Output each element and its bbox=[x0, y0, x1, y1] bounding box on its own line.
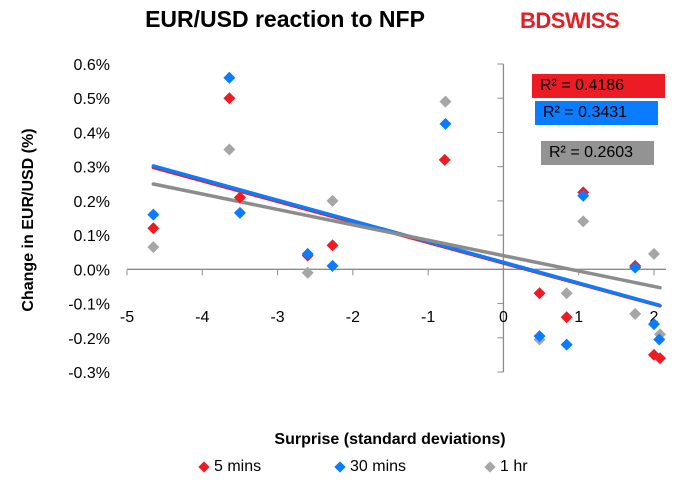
data-point-5mins bbox=[533, 287, 546, 300]
legend-label: 5 mins bbox=[214, 458, 262, 475]
data-point-30mins bbox=[301, 247, 314, 260]
y-tick-label: -0.3% bbox=[68, 365, 110, 382]
data-point-5mins bbox=[223, 92, 236, 105]
x-tick-label: -3 bbox=[270, 309, 284, 326]
x-tick-label: -2 bbox=[346, 309, 360, 326]
data-point-1hr bbox=[223, 143, 236, 156]
data-point-5mins bbox=[233, 191, 246, 204]
data-point-30mins bbox=[577, 189, 590, 202]
data-point-30mins bbox=[653, 333, 666, 346]
x-tick-label: 1 bbox=[574, 309, 583, 326]
data-point-1hr bbox=[326, 194, 339, 207]
data-point-1hr bbox=[648, 247, 660, 260]
r2-label-5mins: R² = 0.4186 bbox=[532, 74, 665, 98]
data-point-30mins bbox=[560, 338, 573, 351]
data-point-30mins bbox=[326, 259, 339, 272]
data-point-5mins bbox=[147, 222, 160, 235]
x-axis-label: Surprise (standard deviations) bbox=[274, 431, 505, 448]
data-point-30mins bbox=[233, 206, 246, 219]
data-point-1hr bbox=[560, 287, 573, 300]
data-point-30mins bbox=[648, 318, 660, 331]
y-tick-label: -0.1% bbox=[68, 297, 110, 314]
legend-1hr: 1 hr bbox=[484, 458, 528, 476]
data-point-30mins bbox=[147, 208, 160, 221]
legend-marker-icon bbox=[198, 461, 210, 473]
y-tick-label: 0.1% bbox=[74, 228, 110, 245]
y-tick-label: 0.0% bbox=[74, 262, 110, 279]
data-point-30mins bbox=[629, 261, 642, 274]
chart-title: EUR/USD reaction to NFP bbox=[145, 6, 425, 32]
legend-label: 1 hr bbox=[500, 458, 528, 475]
r2-label-30mins: R² = 0.3431 bbox=[535, 101, 658, 125]
data-point-5mins bbox=[326, 239, 339, 252]
legend-label: 30 mins bbox=[350, 458, 407, 475]
legend-marker-icon bbox=[334, 461, 346, 473]
legend-30mins: 30 mins bbox=[334, 458, 407, 476]
data-point-1hr bbox=[577, 215, 590, 228]
data-point-30mins bbox=[223, 71, 236, 84]
data-point-1hr bbox=[439, 95, 452, 108]
y-tick-label: 0.5% bbox=[74, 91, 110, 108]
legend-marker-icon bbox=[484, 461, 496, 473]
y-tick-label: 0.3% bbox=[74, 160, 110, 177]
data-point-5mins bbox=[654, 352, 667, 365]
data-point-1hr bbox=[629, 307, 642, 320]
y-tick-label: 0.2% bbox=[74, 194, 110, 211]
x-tick-label: -4 bbox=[195, 309, 209, 326]
bdswiss-logo: BDSWISS bbox=[520, 8, 620, 33]
data-point-30mins bbox=[439, 117, 452, 130]
x-tick-label: 0 bbox=[499, 309, 508, 326]
x-tick-label: 2 bbox=[650, 309, 659, 326]
legend-5mins: 5 mins bbox=[198, 458, 262, 476]
data-point-5mins bbox=[438, 153, 451, 166]
data-point-1hr bbox=[301, 266, 314, 279]
data-point-1hr bbox=[147, 241, 160, 254]
x-tick-label: -5 bbox=[120, 309, 134, 326]
y-tick-label: -0.2% bbox=[68, 331, 110, 348]
r2-label-1hr: R² = 0.2603 bbox=[541, 141, 654, 165]
data-point-30mins bbox=[533, 330, 546, 343]
x-tick-label: -1 bbox=[421, 309, 435, 326]
y-axis-label: Change in EUR/USD (%) bbox=[20, 128, 37, 311]
y-tick-label: 0.6% bbox=[74, 57, 110, 74]
y-tick-label: 0.4% bbox=[74, 125, 110, 142]
data-point-5mins bbox=[560, 311, 573, 324]
